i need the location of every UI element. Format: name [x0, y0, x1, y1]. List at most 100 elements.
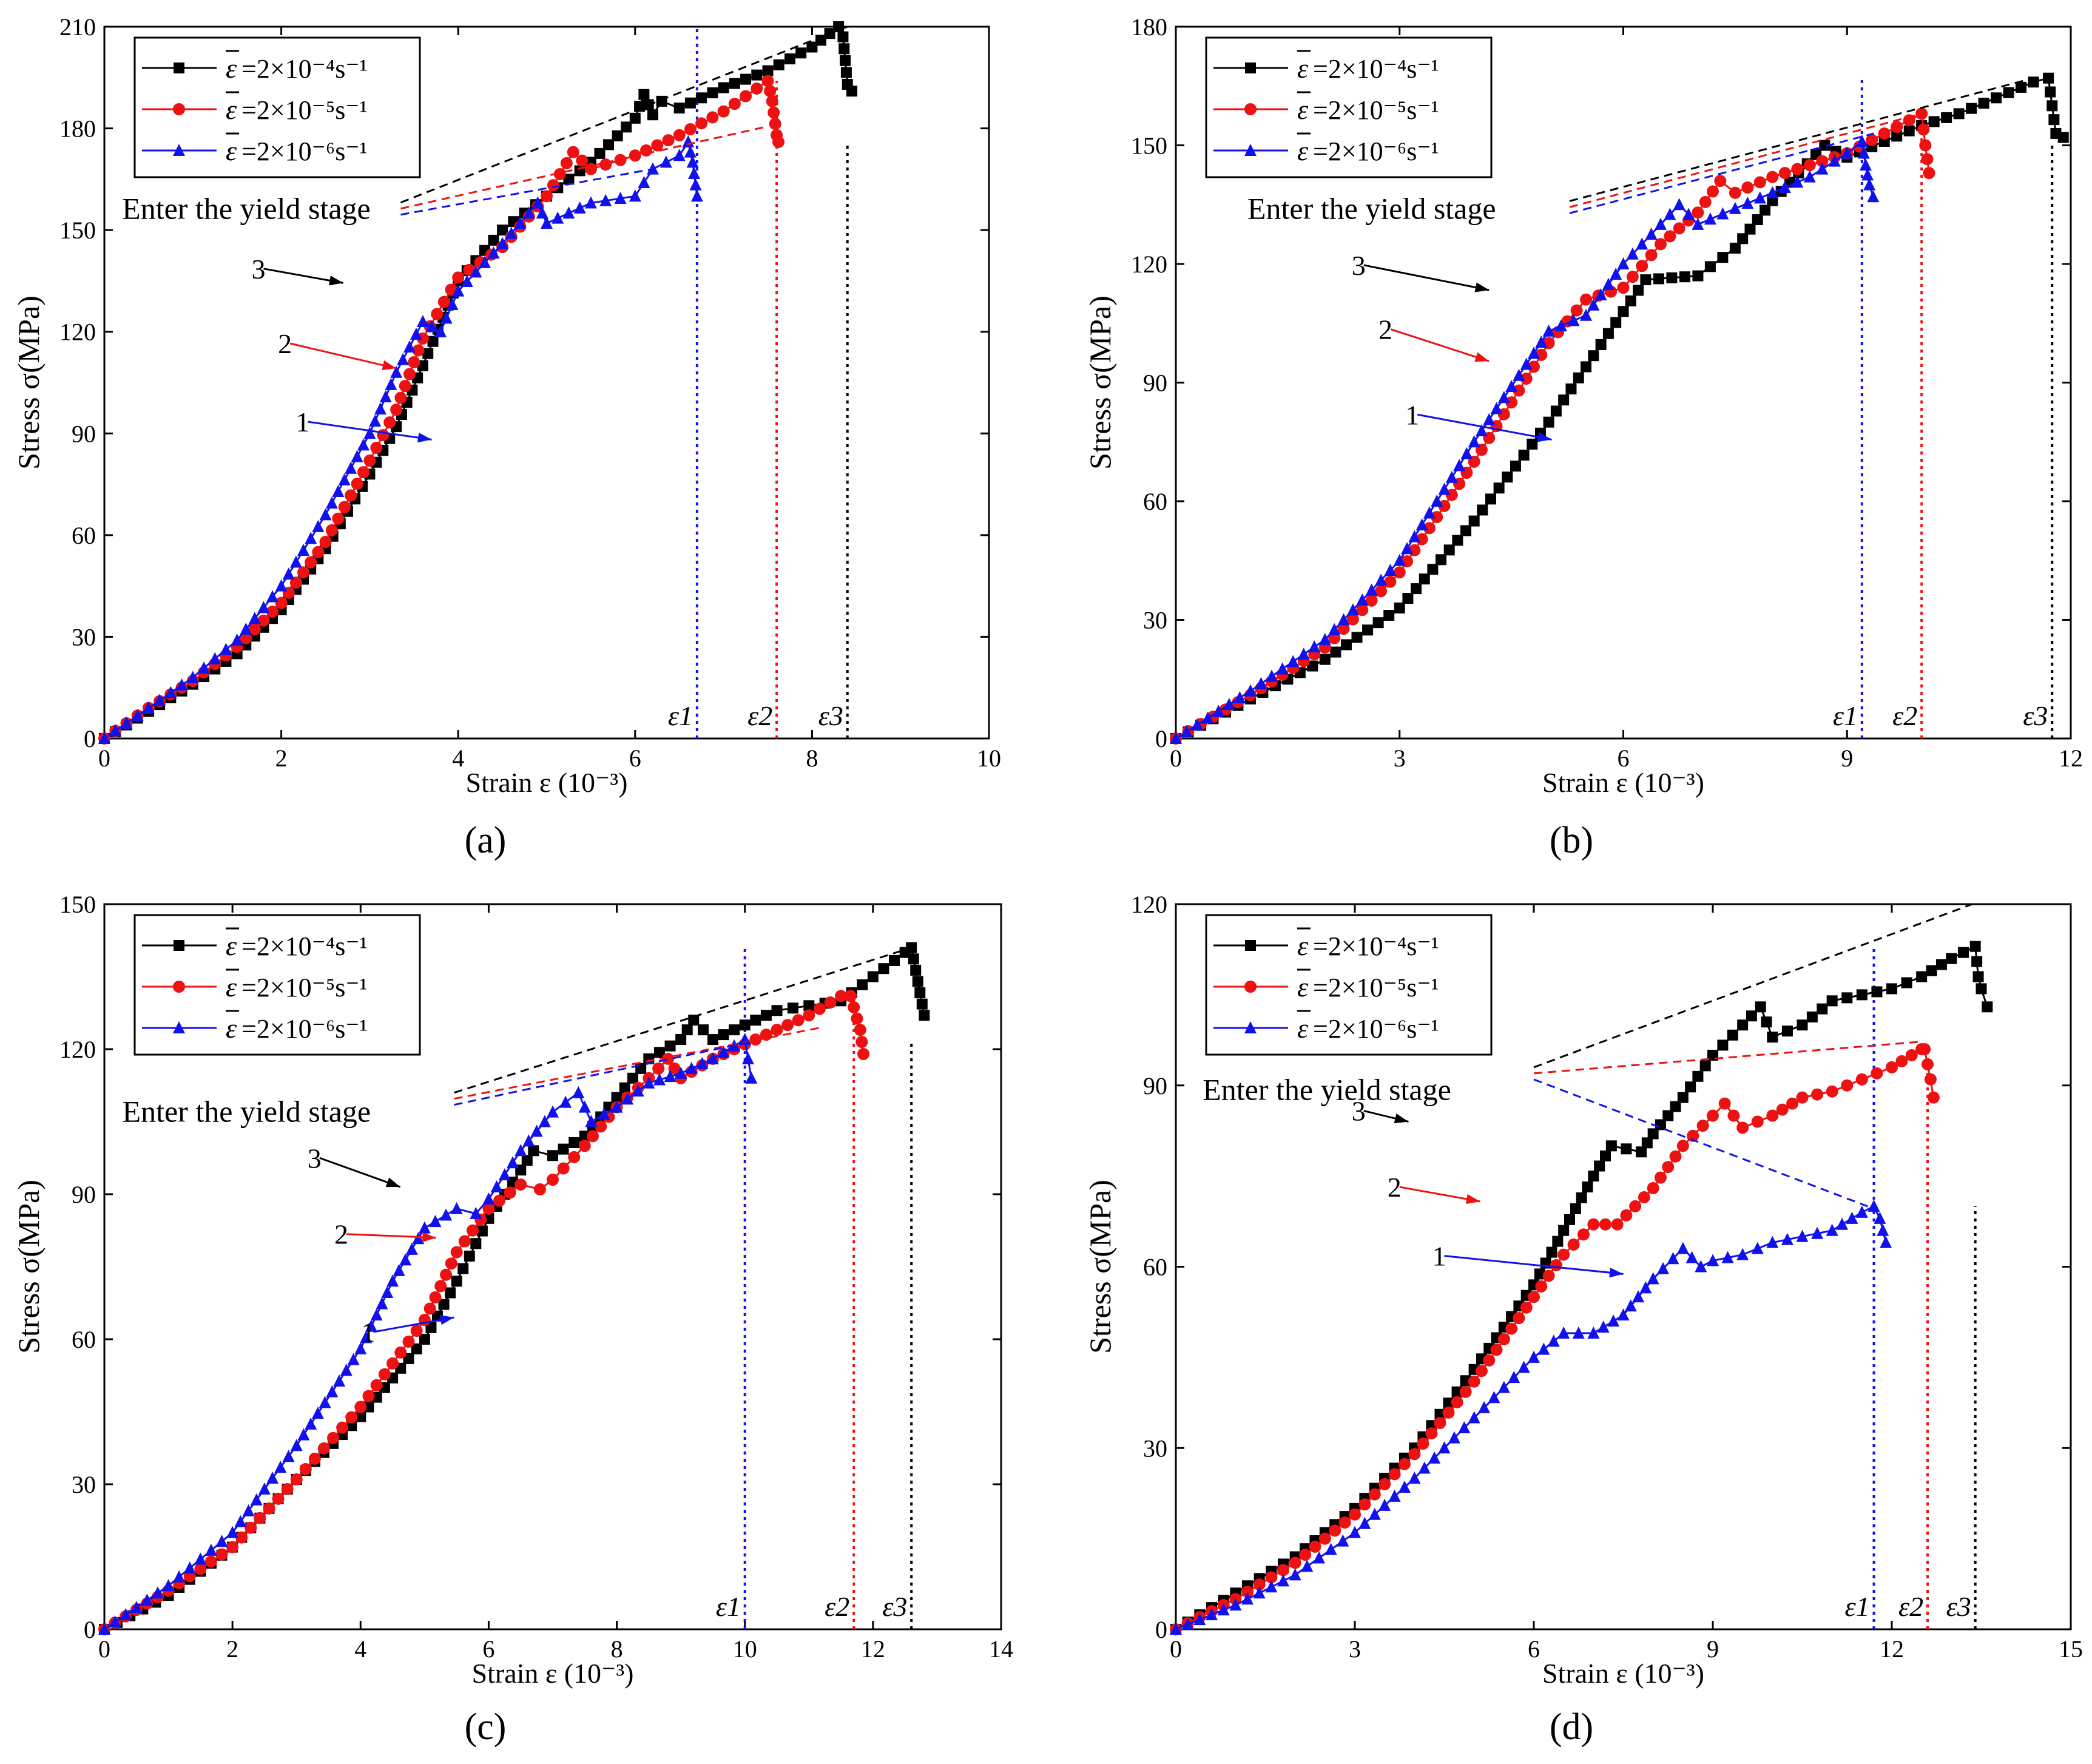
data-point: [1971, 956, 1983, 967]
data-point: [1505, 380, 1518, 393]
data-point: [1527, 438, 1538, 450]
failure-strain-label: ε3: [882, 1591, 907, 1622]
data-point: [1721, 1251, 1734, 1263]
data-point: [635, 1063, 647, 1074]
data-point: [1638, 1191, 1650, 1203]
data-point: [1617, 1308, 1630, 1321]
series-line-3: [104, 140, 698, 740]
data-point: [1493, 482, 1505, 494]
data-point: [1520, 372, 1533, 385]
legend-label: =2×10⁻⁴s⁻¹: [241, 54, 368, 84]
data-point: [1781, 1232, 1793, 1245]
data-point: [1434, 1416, 1446, 1429]
data-point: [1699, 1060, 1711, 1072]
data-point: [1513, 384, 1525, 397]
data-point: [1408, 530, 1421, 542]
data-point: [1817, 1003, 1828, 1015]
curve-arrow-3: [319, 1157, 401, 1188]
data-point: [1811, 1226, 1824, 1239]
data-point: [1383, 610, 1395, 621]
data-point: [1891, 130, 1903, 142]
data-point: [632, 1084, 644, 1097]
data-point: [1924, 1073, 1937, 1086]
data-point: [1966, 103, 1977, 114]
data-point: [1253, 1586, 1266, 1599]
data-point: [919, 1010, 930, 1021]
data-point: [419, 1334, 430, 1345]
x-tick-label: 9: [1707, 1635, 1719, 1663]
legend-marker: [1244, 103, 1257, 115]
data-point: [131, 709, 144, 721]
data-point: [1378, 1498, 1391, 1511]
data-point: [1408, 1448, 1421, 1461]
data-point: [1610, 267, 1622, 280]
data-point: [768, 106, 780, 119]
data-point: [1488, 1391, 1500, 1404]
data-point: [326, 1385, 339, 1397]
data-point: [578, 1100, 591, 1113]
data-point: [332, 485, 345, 498]
data-point: [1550, 1259, 1562, 1272]
x-tick-label: 9: [1841, 745, 1853, 772]
data-point: [1647, 1182, 1659, 1195]
data-point: [1309, 1540, 1321, 1553]
data-point: [1919, 139, 1932, 152]
data-point: [696, 92, 707, 104]
failure-strain-label: ε2: [747, 700, 772, 731]
data-point: [440, 1208, 453, 1221]
data-point: [1760, 204, 1771, 216]
x-tick-label: 2: [226, 1635, 238, 1663]
data-point: [109, 1615, 121, 1628]
data-point: [1375, 585, 1388, 598]
data-point: [1654, 217, 1667, 230]
data-point: [120, 716, 133, 729]
data-point: [553, 167, 566, 180]
data-point: [563, 174, 575, 185]
data-point: [1266, 669, 1278, 682]
data-point: [2057, 132, 2069, 143]
data-point: [1670, 1101, 1681, 1112]
data-point: [660, 155, 672, 168]
data-point: [351, 478, 363, 490]
data-point: [445, 1287, 456, 1299]
data-point: [1558, 1225, 1570, 1236]
data-point: [599, 158, 612, 171]
data-point: [438, 1299, 450, 1310]
data-point: [1330, 646, 1341, 658]
data-point: [1318, 1532, 1331, 1545]
data-point: [2046, 100, 2058, 112]
data-point: [838, 43, 850, 55]
data-point: [418, 1221, 431, 1234]
data-point: [248, 623, 261, 636]
data-point: [1707, 185, 1719, 198]
data-point: [912, 976, 923, 987]
legend-marker: [1244, 1021, 1257, 1033]
data-point: [1972, 971, 1984, 982]
data-point: [470, 265, 482, 278]
data-point: [1856, 989, 1868, 1001]
data-point: [290, 1439, 303, 1451]
data-point: [311, 1407, 324, 1419]
data-point: [1567, 1238, 1580, 1251]
data-point: [1468, 435, 1480, 448]
data-point: [690, 189, 703, 202]
data-point: [1666, 272, 1678, 283]
data-point: [1513, 1312, 1525, 1325]
y-tick-label: 30: [72, 623, 96, 651]
data-point: [662, 1052, 675, 1065]
data-point: [1826, 1223, 1838, 1236]
data-point: [333, 1374, 346, 1387]
data-point: [257, 601, 270, 613]
failure-strain-label: ε3: [818, 700, 843, 731]
data-point: [1841, 992, 1853, 1004]
data-point: [1602, 277, 1615, 290]
data-point: [1867, 190, 1880, 203]
data-point: [547, 1174, 559, 1186]
data-point: [684, 145, 697, 158]
data-point: [1338, 1516, 1351, 1529]
data-point: [425, 320, 438, 333]
data-point: [1677, 1092, 1689, 1103]
y-tick-label: 120: [1131, 891, 1167, 918]
data-point: [346, 1420, 357, 1431]
